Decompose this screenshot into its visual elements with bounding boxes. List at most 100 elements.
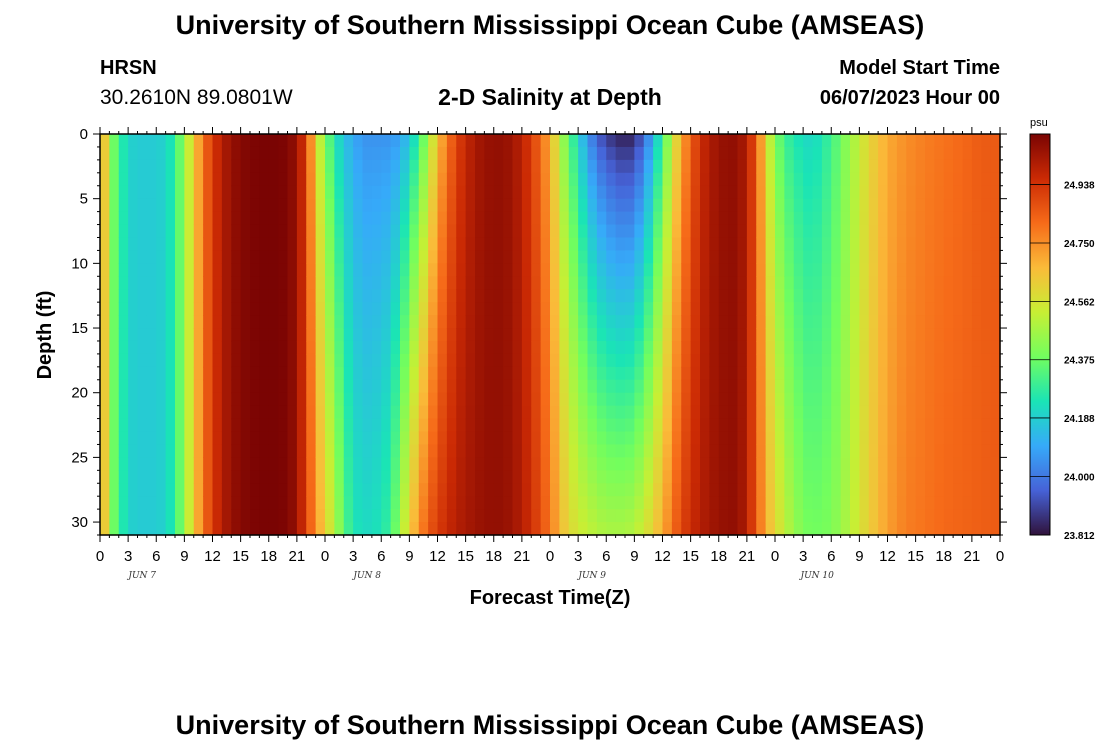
heatmap-cell (962, 146, 973, 161)
heatmap-cell (371, 146, 382, 161)
heatmap-cell (540, 263, 551, 277)
heatmap-cell (193, 276, 204, 290)
heatmap-cell (934, 276, 945, 290)
heatmap-cell (859, 366, 870, 381)
heatmap-cell (746, 418, 757, 433)
heatmap-cell (812, 185, 823, 200)
heatmap-cell (203, 185, 214, 200)
heatmap-cell (634, 276, 645, 290)
heatmap-cell (503, 185, 514, 200)
heatmap-cell (671, 392, 682, 407)
heatmap-cell (212, 379, 223, 394)
heatmap-cell (756, 276, 767, 290)
x-tick-label: 12 (204, 548, 221, 565)
heatmap-cell (325, 483, 335, 497)
heatmap-cell (615, 418, 626, 433)
heatmap-cell (203, 483, 214, 497)
heatmap-cell (343, 340, 354, 355)
heatmap-cell (568, 276, 579, 290)
heatmap-cell (109, 418, 120, 433)
heatmap-cell (559, 237, 570, 252)
heatmap-cell (362, 328, 373, 342)
heatmap-cell (540, 496, 551, 510)
heatmap-cell (484, 172, 495, 187)
heatmap-cell (746, 315, 757, 329)
heatmap-cell (615, 353, 626, 368)
heatmap-cell (231, 405, 242, 420)
heatmap-cell (981, 289, 992, 303)
heatmap-cell (231, 315, 242, 329)
heatmap-cell (840, 185, 851, 200)
heatmap-cell (718, 302, 729, 316)
heatmap-cell (653, 496, 664, 510)
heatmap-cell (296, 353, 307, 368)
heatmap-cell (503, 522, 514, 536)
colorbar-label: 24.562 (1064, 297, 1095, 308)
heatmap-cell (653, 211, 664, 226)
heatmap-cell (240, 509, 251, 523)
heatmap-cell (100, 483, 110, 497)
heatmap-cell (775, 289, 785, 303)
heatmap-cell (175, 483, 185, 497)
heatmap-cell (146, 431, 157, 446)
heatmap-cell (184, 509, 195, 523)
heatmap-cell (100, 340, 110, 355)
heatmap-cell (850, 134, 860, 148)
heatmap-cell (100, 146, 110, 161)
heatmap-cell (690, 470, 701, 484)
heatmap-cell (606, 198, 617, 213)
heatmap-cell (746, 496, 757, 510)
heatmap-cell (325, 379, 335, 394)
heatmap-cell (465, 379, 476, 394)
station-id: HRSN (100, 57, 157, 79)
heatmap-cell (409, 185, 420, 200)
heatmap-cell (962, 405, 973, 420)
heatmap-cell (371, 289, 382, 303)
heatmap-cell (381, 444, 392, 458)
heatmap-cell (906, 444, 917, 458)
heatmap-cell (259, 134, 270, 148)
heatmap-cell (250, 431, 260, 446)
heatmap-cell (381, 289, 392, 303)
heatmap-cell (559, 328, 570, 342)
heatmap-cell (821, 146, 832, 161)
heatmap-cell (962, 211, 973, 226)
heatmap-cell (887, 418, 898, 433)
heatmap-cell (803, 159, 814, 174)
heatmap-cell (109, 224, 120, 239)
heatmap-cell (812, 146, 823, 161)
heatmap-cell (156, 224, 167, 239)
heatmap-cell (437, 198, 448, 213)
heatmap-cell (306, 392, 317, 407)
heatmap-cell (184, 418, 195, 433)
heatmap-cell (409, 315, 420, 329)
heatmap-cell (362, 315, 373, 329)
heatmap-cell (625, 134, 635, 148)
heatmap-cell (850, 302, 860, 316)
heatmap-cell (325, 522, 335, 536)
heatmap-cell (390, 263, 401, 277)
heatmap-cell (728, 315, 739, 329)
heatmap-cell (259, 457, 270, 471)
heatmap-cell (250, 276, 260, 290)
heatmap-cell (775, 263, 785, 277)
heatmap-cell (793, 328, 804, 342)
heatmap-cell (831, 431, 842, 446)
heatmap-cell (268, 522, 279, 536)
heatmap-cell (943, 353, 954, 368)
heatmap-cell (540, 250, 551, 264)
heatmap-cell (859, 496, 870, 510)
heatmap-cell (531, 392, 542, 407)
heatmap-cell (850, 185, 860, 200)
heatmap-cell (718, 276, 729, 290)
heatmap-cell (981, 159, 992, 174)
heatmap-cell (146, 457, 157, 471)
heatmap-cell (362, 198, 373, 213)
heatmap-cell (493, 250, 504, 264)
heatmap-cell (446, 431, 457, 446)
heatmap-cell (493, 134, 504, 148)
heatmap-cell (821, 159, 832, 174)
heatmap-cell (868, 302, 879, 316)
heatmap-cell (231, 276, 242, 290)
heatmap-cell (653, 470, 664, 484)
